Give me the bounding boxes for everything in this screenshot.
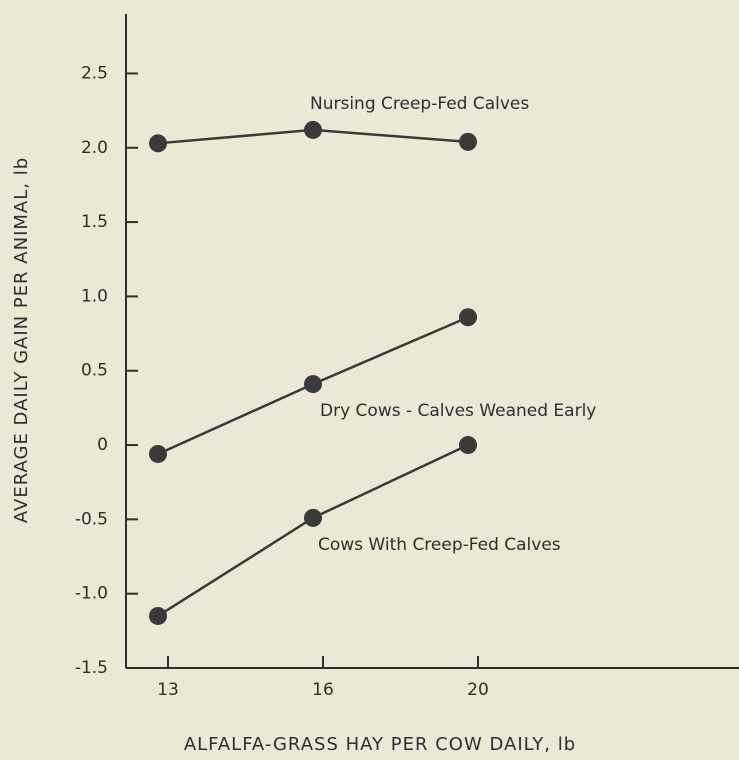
data-point — [304, 375, 322, 394]
series-line — [157, 443, 469, 618]
x-tick-label: 16 — [312, 680, 334, 700]
y-tick-label: 1.5 — [81, 212, 108, 232]
x-axis-label: ALFALFA-GRASS HAY PER COW DAILY, lb — [184, 734, 576, 755]
data-point — [149, 134, 167, 153]
y-tick-label: -1.0 — [75, 584, 108, 604]
y-tick-label: 2.0 — [81, 138, 108, 158]
series-label: Nursing Creep-Fed Calves — [310, 94, 529, 114]
data-point — [149, 606, 167, 625]
y-tick-label: 1.0 — [81, 286, 108, 306]
y-tick-label: 2.5 — [81, 63, 108, 83]
x-tick-label: 20 — [467, 680, 489, 700]
data-point — [304, 508, 322, 527]
data-point — [149, 444, 167, 463]
series-label: Dry Cows - Calves Weaned Early — [320, 401, 596, 421]
y-tick-label: 0 — [97, 435, 108, 455]
y-tick-label: -1.5 — [75, 658, 108, 678]
data-point — [459, 436, 477, 455]
y-axis-label: AVERAGE DAILY GAIN PER ANIMAL, lb — [11, 157, 32, 523]
x-tick-label: 13 — [157, 680, 179, 700]
data-point — [304, 120, 322, 139]
series-label: Cows With Creep-Fed Calves — [318, 535, 561, 555]
y-tick-label: 0.5 — [81, 361, 108, 381]
y-tick-label: -0.5 — [75, 509, 108, 529]
data-point — [459, 132, 477, 151]
data-point — [459, 308, 477, 327]
